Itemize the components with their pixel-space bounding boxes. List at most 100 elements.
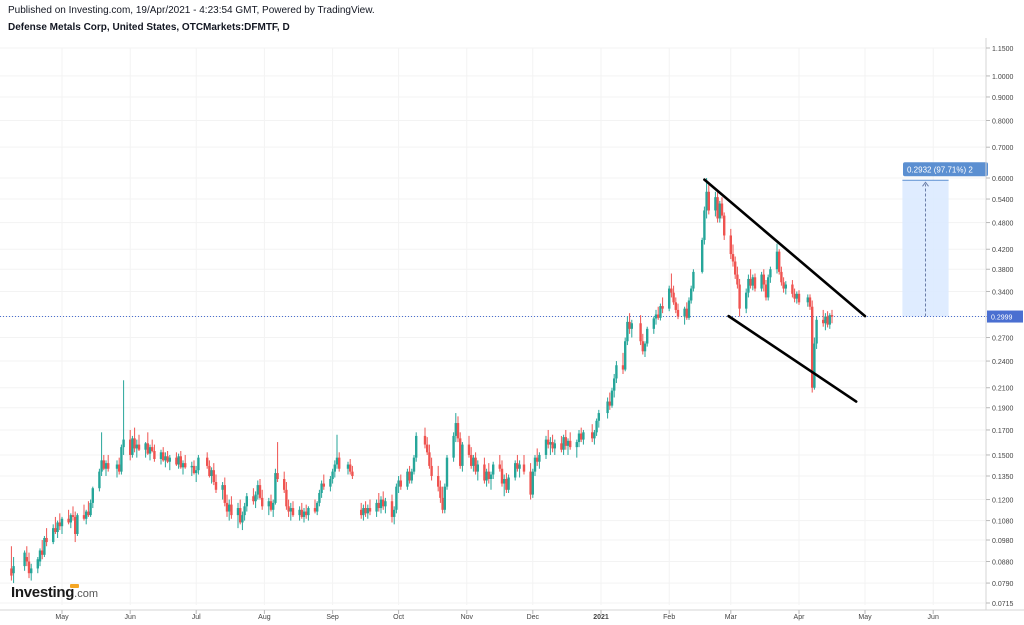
candle-body [74, 516, 77, 534]
x-tick-label: Feb [663, 614, 675, 621]
candle-body [137, 444, 141, 450]
candle-body [676, 309, 680, 317]
investing-logo: Investing.com [11, 584, 98, 601]
candle [738, 278, 741, 317]
candle [445, 454, 449, 490]
candle-body [775, 251, 779, 270]
candle [714, 191, 717, 217]
candle-body [661, 306, 664, 309]
candle [670, 273, 673, 298]
candle [346, 461, 350, 475]
y-tick-label: 0.0715 [992, 601, 1014, 608]
candle [492, 461, 495, 479]
candle [390, 494, 394, 523]
candle [100, 432, 103, 477]
trendlines [703, 178, 867, 403]
candle [331, 468, 334, 484]
candle [569, 432, 572, 450]
candle-body [368, 508, 372, 512]
candle-body [544, 439, 548, 455]
candle-body [808, 297, 812, 307]
candle [69, 513, 72, 529]
candle-body [267, 501, 270, 507]
candle-body [445, 457, 449, 487]
candle [291, 501, 295, 517]
candle [91, 486, 94, 509]
candle [536, 448, 539, 466]
candle-body [10, 568, 13, 576]
candle-body [375, 502, 378, 512]
candle-body [305, 511, 308, 516]
candle-body [335, 457, 339, 465]
candle [483, 457, 486, 484]
candle-body [333, 464, 336, 472]
candle-body [102, 460, 105, 469]
candle [626, 316, 629, 346]
candle-body [454, 423, 457, 436]
candle [300, 502, 303, 519]
candle-body [430, 465, 433, 477]
candle-body [30, 568, 33, 574]
candle [285, 482, 288, 510]
candle [393, 506, 396, 525]
candle-body [298, 509, 301, 516]
candle [58, 513, 61, 531]
candle [808, 294, 812, 310]
candle-body [428, 452, 431, 466]
candle [437, 465, 440, 492]
candle-body [258, 485, 262, 498]
candle-body [338, 457, 341, 469]
candle-body [426, 444, 429, 453]
y-tick-label: 1.1500 [992, 46, 1014, 53]
candle [701, 237, 704, 274]
candle [428, 444, 431, 469]
candle-body [582, 432, 585, 440]
candle [657, 306, 660, 320]
x-tick-label: Apr [794, 614, 806, 621]
candle [221, 482, 224, 500]
candle-body [580, 433, 583, 440]
measure-label-box [903, 162, 988, 177]
candle [175, 452, 178, 466]
y-tick-label: 0.4200 [992, 247, 1014, 254]
candle-body [261, 497, 264, 507]
candle-body [533, 457, 537, 472]
candle [148, 444, 152, 461]
candle [239, 499, 242, 525]
candle [351, 465, 354, 479]
candle-body [815, 319, 818, 344]
candle [313, 499, 317, 514]
candle-body [518, 464, 521, 469]
candle-body [151, 447, 154, 452]
candle [318, 489, 321, 507]
candle [360, 502, 363, 519]
candle [668, 285, 671, 312]
candle-body [41, 550, 44, 555]
candle-body [283, 478, 286, 490]
candle [195, 465, 198, 483]
candle-body [272, 502, 275, 510]
candle [316, 501, 319, 516]
candle [379, 496, 383, 514]
candle-body [241, 515, 244, 523]
candle-body [687, 300, 691, 318]
candle [522, 454, 526, 475]
candle [256, 480, 259, 500]
candle [177, 453, 180, 469]
candle-body [467, 444, 471, 455]
candle [456, 416, 460, 443]
candle-body [822, 319, 825, 324]
candle [426, 437, 429, 455]
candle-body [549, 442, 552, 445]
candle-body [505, 478, 508, 490]
candle-body [472, 457, 475, 466]
candle-body [531, 471, 534, 495]
candle [307, 506, 310, 521]
candle [214, 474, 218, 493]
candle-body [410, 471, 413, 481]
candle [254, 491, 257, 509]
candle-body [641, 341, 644, 352]
candle-body [364, 508, 367, 514]
candle-body [749, 278, 752, 286]
